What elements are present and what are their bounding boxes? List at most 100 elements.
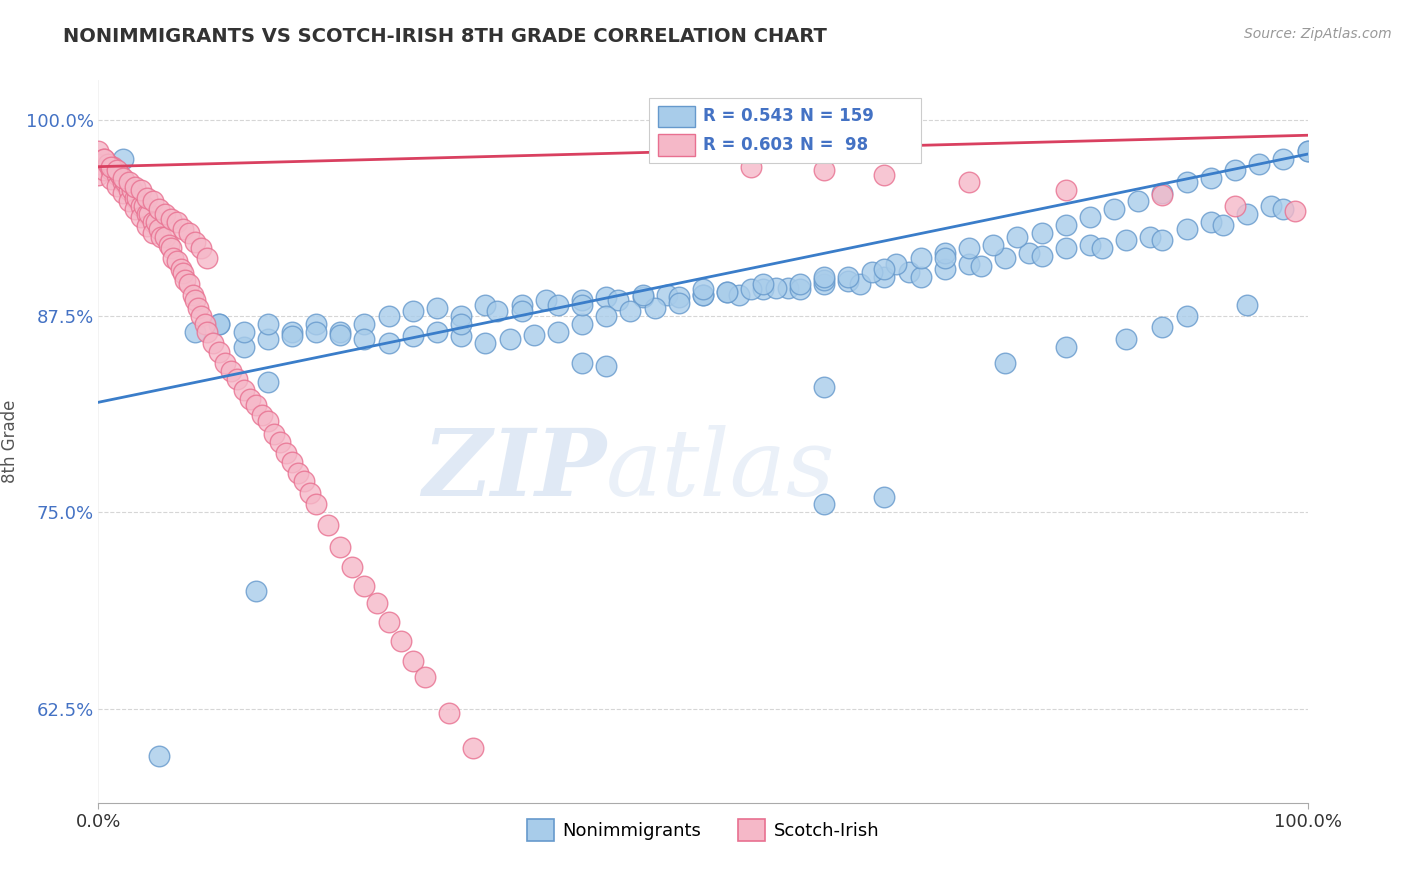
Point	[1284, 203, 1306, 218]
Point	[789, 277, 811, 292]
Point	[994, 356, 1017, 370]
Point	[127, 191, 149, 205]
Point	[981, 238, 1004, 252]
Point	[256, 317, 278, 331]
Point	[305, 325, 328, 339]
Point	[897, 265, 920, 279]
Point	[1078, 210, 1101, 224]
Point	[135, 207, 157, 221]
Point	[281, 325, 304, 339]
Point	[111, 170, 134, 185]
Point	[305, 497, 328, 511]
Point	[232, 325, 254, 339]
Point	[124, 180, 146, 194]
Point	[129, 183, 152, 197]
Point	[813, 379, 835, 393]
Point	[101, 160, 124, 174]
Point	[571, 356, 593, 370]
Point	[547, 325, 569, 339]
Point	[256, 375, 278, 389]
Point	[860, 265, 883, 279]
Point	[1139, 230, 1161, 244]
Point	[752, 282, 775, 296]
Point	[934, 261, 956, 276]
Point	[250, 408, 273, 422]
Point	[245, 398, 267, 412]
Point	[184, 325, 207, 339]
Point	[166, 253, 188, 268]
Point	[837, 269, 859, 284]
Point	[873, 490, 896, 504]
Point	[1152, 188, 1174, 202]
Point	[281, 329, 304, 343]
Point	[813, 497, 835, 511]
Point	[100, 162, 122, 177]
Point	[886, 257, 908, 271]
Point	[934, 246, 956, 260]
Point	[208, 345, 231, 359]
Point	[93, 162, 115, 177]
Point	[179, 277, 201, 292]
Point	[1175, 175, 1198, 189]
FancyBboxPatch shape	[658, 135, 695, 156]
Point	[111, 175, 134, 189]
Point	[595, 309, 617, 323]
Point	[1031, 226, 1053, 240]
Point	[111, 186, 134, 201]
Point	[353, 317, 375, 331]
Point	[150, 230, 173, 244]
Point	[1018, 246, 1040, 260]
Point	[1152, 319, 1174, 334]
Point	[1128, 194, 1150, 209]
Point	[377, 615, 399, 629]
Point	[281, 455, 304, 469]
Point	[1054, 218, 1077, 232]
Point	[135, 191, 157, 205]
Point	[1115, 333, 1137, 347]
Point	[571, 298, 593, 312]
Point	[1236, 207, 1258, 221]
Point	[239, 392, 262, 406]
Point	[160, 211, 183, 226]
Point	[105, 168, 128, 182]
Y-axis label: 8th Grade: 8th Grade	[0, 400, 18, 483]
Point	[668, 290, 690, 304]
Point	[486, 304, 509, 318]
Point	[1236, 298, 1258, 312]
Point	[510, 298, 533, 312]
Point	[190, 241, 212, 255]
Point	[129, 210, 152, 224]
Point	[631, 288, 654, 302]
Point	[450, 309, 472, 323]
Point	[534, 293, 557, 308]
Point	[194, 317, 217, 331]
Point	[692, 288, 714, 302]
Point	[148, 222, 170, 236]
Text: NONIMMIGRANTS VS SCOTCH-IRISH 8TH GRADE CORRELATION CHART: NONIMMIGRANTS VS SCOTCH-IRISH 8TH GRADE …	[63, 27, 827, 45]
Point	[153, 207, 176, 221]
Point	[111, 152, 134, 166]
Point	[668, 296, 690, 310]
Point	[256, 333, 278, 347]
Point	[1054, 183, 1077, 197]
Legend: Nonimmigrants, Scotch-Irish: Nonimmigrants, Scotch-Irish	[519, 812, 887, 848]
Point	[118, 175, 141, 189]
Point	[1212, 218, 1234, 232]
Point	[93, 152, 115, 166]
Point	[353, 333, 375, 347]
Point	[184, 293, 207, 308]
Point	[316, 517, 339, 532]
Point	[1152, 186, 1174, 201]
Point	[692, 282, 714, 296]
Point	[195, 251, 218, 265]
Point	[716, 285, 738, 300]
Point	[118, 194, 141, 209]
Point	[571, 317, 593, 331]
Point	[1007, 230, 1029, 244]
Point	[342, 560, 364, 574]
Point	[813, 273, 835, 287]
Point	[208, 317, 231, 331]
Point	[256, 414, 278, 428]
Point	[93, 152, 115, 166]
Point	[402, 329, 425, 343]
